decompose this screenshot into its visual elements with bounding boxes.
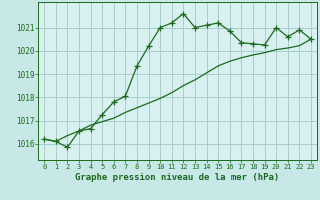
X-axis label: Graphe pression niveau de la mer (hPa): Graphe pression niveau de la mer (hPa) (76, 173, 280, 182)
